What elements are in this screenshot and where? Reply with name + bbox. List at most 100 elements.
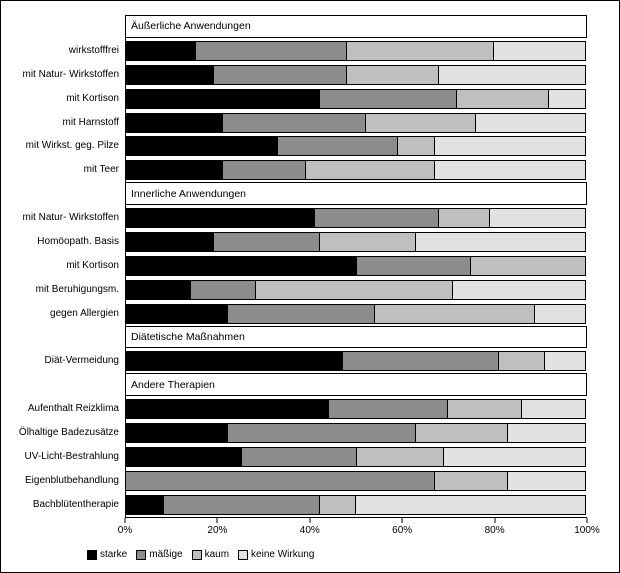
row-label: mit Beruhigungsm. xyxy=(35,283,119,295)
bar-segment-starke xyxy=(126,304,227,323)
section-header-row: Äußerliche Anwendungen xyxy=(1,15,587,39)
legend-item: starke xyxy=(87,549,127,560)
row-label: Eigenblutbehandlung xyxy=(25,474,119,486)
row-label: Homöopath. Basis xyxy=(37,235,119,247)
row-label: Aufenthalt Reizklima xyxy=(27,403,119,415)
bar-segment-mäßige xyxy=(162,495,319,514)
x-tick-label: 40% xyxy=(299,524,320,536)
legend-label: kaum xyxy=(204,549,230,560)
stacked-bar xyxy=(125,255,586,276)
x-axis-tick xyxy=(401,517,403,523)
bar-segment-starke xyxy=(126,400,328,419)
stacked-bar xyxy=(125,136,586,157)
bar-segment-starke xyxy=(126,495,163,514)
bar-track xyxy=(125,86,587,111)
bar-segment-keine-wirkung xyxy=(534,304,585,323)
bar-segment-kaum xyxy=(355,447,443,466)
bar-track xyxy=(125,62,587,87)
bar-segment-keine-wirkung xyxy=(548,89,585,108)
bar-segment-starke xyxy=(126,424,227,443)
stacked-bar xyxy=(125,446,586,467)
legend-label: starke xyxy=(100,549,128,560)
bar-segment-kaum xyxy=(346,41,494,60)
x-tick-label: 100% xyxy=(574,524,600,536)
bar-track xyxy=(125,468,587,493)
bar-track xyxy=(125,253,587,278)
bar-segment-mäßige xyxy=(314,209,439,228)
bar-row: mit Wirkst. geg. Pilze xyxy=(1,134,587,159)
row-label: wirkstofffrei xyxy=(68,44,119,56)
section-header: Innerliche Anwendungen xyxy=(125,182,587,206)
row-label: mit Kortison xyxy=(66,92,119,104)
bar-row: wirkstofffrei xyxy=(1,38,587,63)
legend-item: keine Wirkung xyxy=(238,549,314,560)
legend-swatch-icon xyxy=(136,549,147,560)
bar-segment-starke xyxy=(126,256,356,275)
bar-track xyxy=(125,445,587,469)
bar-row: UV-Licht-Bestrahlung xyxy=(1,445,587,469)
bar-segment-mäßige xyxy=(194,41,347,60)
bar-segment-keine-wirkung xyxy=(493,41,585,60)
legend-swatch-icon xyxy=(191,549,202,560)
bar-segment-kaum xyxy=(373,304,535,323)
legend-item: mäßige xyxy=(136,549,183,560)
bar-segment-mäßige xyxy=(318,89,457,108)
stacked-bar xyxy=(125,64,586,85)
bar-segment-keine-wirkung xyxy=(415,232,585,251)
bar-track xyxy=(125,230,587,254)
bar-segment-mäßige xyxy=(226,304,374,323)
stacked-bar xyxy=(125,231,586,252)
bar-segment-kaum xyxy=(304,161,434,180)
bar-segment-kaum xyxy=(318,232,416,251)
bar-segment-kaum xyxy=(447,400,521,419)
bar-track xyxy=(125,349,587,374)
row-label: Ölhaltige Badezusätze xyxy=(18,427,119,439)
stacked-bar xyxy=(125,303,586,324)
bar-row: Diät-Vermeidung xyxy=(1,349,587,374)
bar-row: Aufenthalt Reizklima xyxy=(1,397,587,422)
bar-row: mit Teer xyxy=(1,158,587,183)
bar-segment-kaum xyxy=(346,65,439,84)
stacked-bar xyxy=(125,494,586,515)
row-label: mit Natur- Wirkstoffen xyxy=(22,212,120,224)
bar-segment-kaum xyxy=(497,352,544,371)
bar-segment-kaum xyxy=(318,495,356,514)
legend-item: kaum xyxy=(191,549,230,560)
section-header: Diätetische Maßnahmen xyxy=(125,325,587,349)
bar-segment-mäßige xyxy=(240,447,356,466)
bar-track xyxy=(125,38,587,63)
bar-segment-kaum xyxy=(364,113,475,132)
bar-segment-starke xyxy=(126,209,315,228)
bar-segment-starke xyxy=(126,41,195,60)
x-tick-label: 20% xyxy=(207,524,228,536)
bar-segment-mäßige xyxy=(222,113,365,132)
bar-segment-kaum xyxy=(456,89,549,108)
bar-segment-mäßige xyxy=(341,352,498,371)
bar-segment-mäßige xyxy=(213,232,319,251)
x-axis-line: 0% 20% 40% 60% 80% 100% xyxy=(118,516,600,536)
row-label: mit Wirkst. geg. Pilze xyxy=(25,140,119,152)
bar-segment-keine-wirkung xyxy=(433,161,585,180)
stacked-bar xyxy=(125,423,586,444)
bar-row: Eigenblutbehandlung xyxy=(1,468,587,493)
section-header: Andere Therapien xyxy=(125,373,587,397)
stacked-bar xyxy=(125,470,586,491)
bar-segment-mäßige xyxy=(226,424,416,443)
section-header-row: Innerliche Anwendungen xyxy=(1,182,587,207)
bar-segment-starke xyxy=(126,352,342,371)
plot-area: Äußerliche Anwendungen wirkstofffrei mit N… xyxy=(1,15,587,517)
row-label: gegen Allergien xyxy=(50,307,119,319)
bar-segment-starke xyxy=(126,161,223,180)
bar-segment-kaum xyxy=(433,471,507,490)
row-label: mit Harnstoff xyxy=(62,116,120,128)
x-tick-label: 80% xyxy=(484,524,505,536)
bar-segment-starke xyxy=(126,280,191,299)
bar-segment-kaum xyxy=(396,137,434,156)
row-label: UV-Licht-Bestrahlung xyxy=(24,450,120,462)
legend-label: mäßige xyxy=(149,549,183,560)
x-tick-label: 60% xyxy=(392,524,413,536)
bar-segment-kaum xyxy=(415,424,507,443)
row-label: mit Natur- Wirkstoffen xyxy=(22,68,120,80)
bar-row: mit Natur- Wirkstoffen xyxy=(1,62,587,87)
